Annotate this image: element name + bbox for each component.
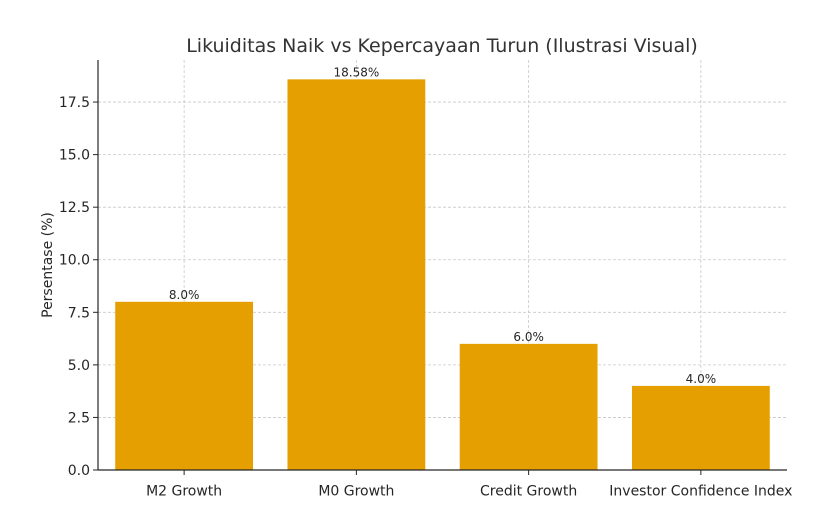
bar-value-label: 18.58% xyxy=(333,65,379,79)
bar xyxy=(459,343,598,470)
bar-value-label: 4.0% xyxy=(686,372,717,386)
y-tick-label: 2.5 xyxy=(68,410,90,426)
bar xyxy=(631,385,770,470)
axes-spines xyxy=(97,60,787,471)
x-tick-label: Credit Growth xyxy=(480,484,577,500)
x-tick-label: M0 Growth xyxy=(318,484,394,500)
chart-title: Likuiditas Naik vs Kepercayaan Turun (Il… xyxy=(186,35,698,57)
x-axis-ticks: M2 Growth M0 Growth Credit Growth Investor … xyxy=(146,470,792,500)
y-tick-label: 7.5 xyxy=(68,305,90,321)
bar xyxy=(115,301,254,470)
x-tick-label: Investor Confidence Index xyxy=(609,484,792,500)
y-tick-label: 17.5 xyxy=(59,95,90,111)
y-tick-label: 10.0 xyxy=(59,253,90,269)
data-labels: 8.0% 18.58% 6.0% 4.0% xyxy=(169,65,716,386)
bar-value-label: 6.0% xyxy=(513,330,544,344)
y-tick-label: 5.0 xyxy=(68,358,90,374)
y-axis-label: Persentase (%) xyxy=(40,212,56,318)
y-tick-label: 12.5 xyxy=(59,200,90,216)
y-axis-ticks: 0.0 2.5 5.0 7.5 10.0 12.5 15.0 17.5 xyxy=(59,95,98,479)
bars xyxy=(115,79,770,470)
x-tick-label: M2 Growth xyxy=(146,484,222,500)
bar xyxy=(287,79,426,470)
y-tick-label: 15.0 xyxy=(59,148,90,164)
bar-value-label: 8.0% xyxy=(169,288,200,302)
y-tick-label: 0.0 xyxy=(68,463,90,479)
